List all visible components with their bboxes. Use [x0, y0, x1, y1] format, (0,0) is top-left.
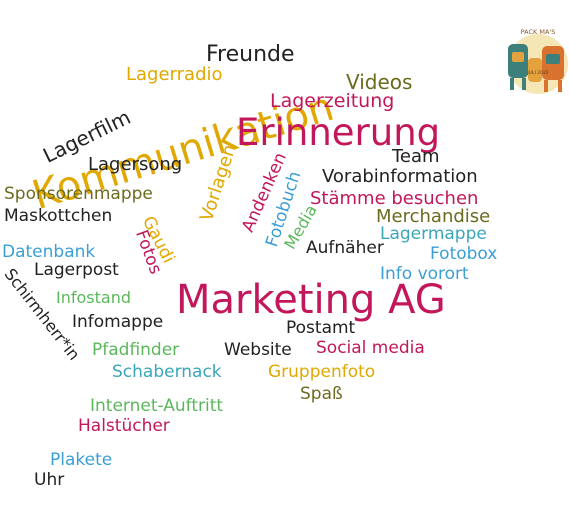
word-postamt: Postamt: [286, 318, 356, 338]
word-aufnaeher: Aufnäher: [306, 238, 384, 258]
logo-year: JULI 2022: [526, 70, 548, 76]
logo-title: PACK MA'S: [521, 28, 556, 36]
word-freunde: Freunde: [206, 42, 295, 67]
word-infomappe: Infomappe: [72, 312, 164, 332]
word-pfadfinder: Pfadfinder: [92, 340, 180, 360]
word-plakete: Plakete: [50, 450, 113, 470]
word-uhr: Uhr: [34, 470, 65, 490]
word-social-media: Social media: [316, 338, 425, 358]
backpack-icon: PACK MA'S JULI 2022: [508, 28, 568, 94]
word-halstuecher: Halstücher: [78, 416, 170, 436]
word-lagerzeitung: Lagerzeitung: [270, 90, 395, 112]
word-gruppenfoto: Gruppenfoto: [268, 362, 376, 382]
word-schabernack: Schabernack: [112, 362, 222, 382]
word-merchandise: Merchandise: [376, 206, 491, 227]
word-lagermappe: Lagermappe: [380, 224, 487, 244]
word-website: Website: [224, 340, 292, 360]
word-fotobox: Fotobox: [430, 244, 498, 264]
logo-badge: PACK MA'S JULI 2022: [498, 22, 570, 110]
word-vorabinformation: Vorabinformation: [322, 166, 478, 187]
word-infostand: Infostand: [56, 288, 131, 307]
word-sponsorenmappe: Sponsorenmappe: [4, 184, 153, 204]
word-maskottchen: Maskottchen: [4, 206, 113, 226]
word-spass: Spaß: [300, 384, 343, 404]
word-info-vorort: Info vorort: [380, 264, 469, 284]
word-erinnerung: Erinnerung: [236, 111, 441, 154]
word-team: Team: [392, 146, 440, 167]
word-staemme-besuchen: Stämme besuchen: [310, 188, 479, 209]
word-lagerpost: Lagerpost: [34, 260, 119, 280]
word-lagersong: Lagersong: [88, 154, 183, 175]
word-lagerradio: Lagerradio: [126, 64, 223, 85]
word-datenbank: Datenbank: [2, 242, 96, 262]
word-marketing-ag: Marketing AG: [176, 277, 446, 323]
word-videos: Videos: [346, 70, 413, 94]
word-schirmherrin: Schirmherr*in: [0, 264, 84, 364]
word-internet-auftritt: Internet-Auftritt: [90, 396, 224, 416]
